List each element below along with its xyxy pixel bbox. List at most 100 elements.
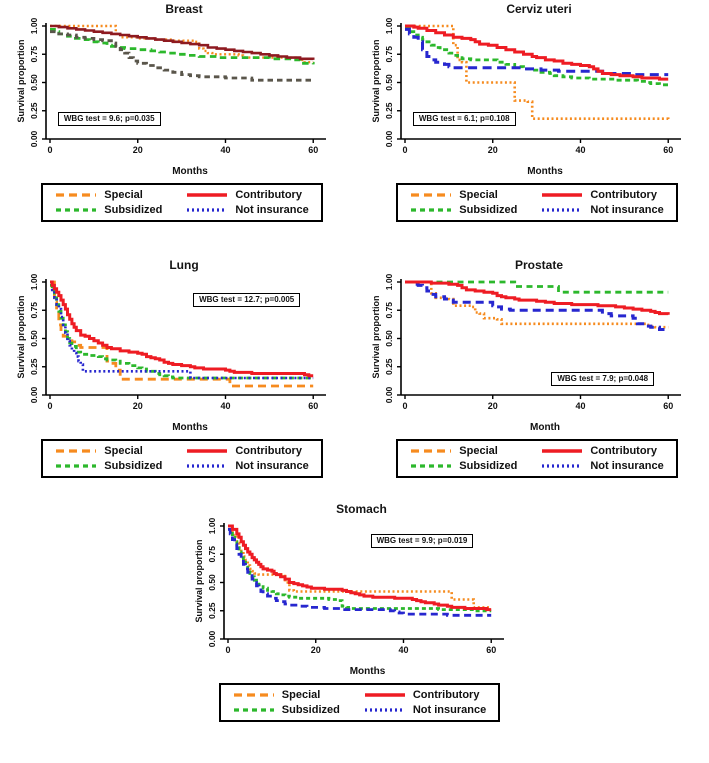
x-axis-label-breast: Months xyxy=(172,166,208,177)
panel-title-lung: Lung xyxy=(169,258,199,272)
svg-text:0.25: 0.25 xyxy=(29,358,39,375)
plot-area-cerviz-uteri: 0 20 40 60 1.00 0.75 0.50 0.25 0.00 Survival prop… xyxy=(371,17,693,167)
special-line-sample xyxy=(56,193,97,197)
svg-text:0.50: 0.50 xyxy=(384,74,394,91)
legend-label-special: Special xyxy=(459,189,498,201)
plot-area-prostate: 0 20 40 60 1.00 0.75 0.50 0.25 0.00 Survival prop… xyxy=(371,273,693,423)
subsidized-line-sample xyxy=(233,708,274,712)
svg-text:0.75: 0.75 xyxy=(29,302,39,319)
legend-label-not-insurance: Not insurance xyxy=(412,704,487,716)
svg-text:Survival proportion: Survival proportion xyxy=(16,39,26,122)
legend-item-contributory: Contributory xyxy=(186,189,308,201)
legend-label-contributory: Contributory xyxy=(590,189,657,201)
legend-item-contributory: Contributory xyxy=(541,445,663,457)
legend-item-special: Special xyxy=(410,189,517,201)
contributory-line-sample xyxy=(187,449,228,453)
panel-title-cerviz-uteri: Cerviz uteri xyxy=(506,2,572,16)
svg-text:Survival proportion: Survival proportion xyxy=(194,539,204,622)
svg-text:0.50: 0.50 xyxy=(384,330,394,347)
legend-item-special: Special xyxy=(55,445,162,457)
contributory-line-sample xyxy=(542,449,583,453)
svg-text:40: 40 xyxy=(575,401,585,411)
legend-label-subsidized: Subsidized xyxy=(104,204,163,216)
svg-text:0: 0 xyxy=(402,401,407,411)
svg-text:0: 0 xyxy=(47,401,52,411)
svg-text:0.25: 0.25 xyxy=(384,358,394,375)
legend-label-subsidized: Subsidized xyxy=(104,460,163,472)
legend-item-contributory: Contributory xyxy=(364,689,486,701)
svg-text:0.75: 0.75 xyxy=(207,546,217,563)
wbg-test-annotation-cerviz-uteri: WBG test = 6.1; p=0.108 xyxy=(412,111,516,126)
svg-text:0.25: 0.25 xyxy=(29,102,39,119)
not-insurance-line-sample xyxy=(542,208,583,212)
svg-text:60: 60 xyxy=(663,145,673,155)
special-line-sample xyxy=(233,693,274,697)
svg-text:20: 20 xyxy=(488,401,498,411)
svg-text:40: 40 xyxy=(220,145,230,155)
legend-label-subsidized: Subsidized xyxy=(459,204,518,216)
legend-item-special: Special xyxy=(55,189,162,201)
x-axis-label-prostate: Month xyxy=(530,422,560,433)
x-axis-label-cerviz-uteri: Months xyxy=(527,166,563,177)
row-middle: Lung 0 20 40 60 1.00 0.75 0.50 0.25 0.00 Survival… xyxy=(0,258,709,478)
not-insurance-line-sample xyxy=(187,464,228,468)
legend-item-not-insurance: Not insurance xyxy=(364,704,486,716)
svg-text:0.00: 0.00 xyxy=(384,386,394,403)
panel-title-stomach: Stomach xyxy=(336,502,387,516)
svg-text:40: 40 xyxy=(220,401,230,411)
panel-title-breast: Breast xyxy=(165,2,203,16)
svg-text:0.75: 0.75 xyxy=(384,302,394,319)
svg-text:0.50: 0.50 xyxy=(29,74,39,91)
legend-item-not-insurance: Not insurance xyxy=(186,460,309,472)
svg-text:1.00: 1.00 xyxy=(29,273,39,290)
x-axis-label-lung: Months xyxy=(172,422,208,433)
svg-text:0.75: 0.75 xyxy=(29,46,39,63)
legend-label-special: Special xyxy=(459,445,498,457)
panel-lung: Lung 0 20 40 60 1.00 0.75 0.50 0.25 0.00 Survival… xyxy=(0,258,354,478)
legend-item-contributory: Contributory xyxy=(541,189,663,201)
panel-title-prostate: Prostate xyxy=(514,258,564,272)
wbg-test-annotation-stomach: WBG test = 9.9; p=0.019 xyxy=(370,533,474,548)
panel-breast: Breast 0 20 40 60 1.00 0.75 0.50 0.25 0.00 Surviv… xyxy=(0,2,354,222)
legend-prostate: Special Contributory Subsidized Not insu… xyxy=(396,439,678,478)
subsidized-line-sample xyxy=(56,208,97,212)
contributory-line-sample xyxy=(364,693,405,697)
svg-text:40: 40 xyxy=(575,145,585,155)
legend-label-not-insurance: Not insurance xyxy=(235,204,309,216)
legend-item-special: Special xyxy=(410,445,517,457)
row-bottom: Stomach 0 20 40 60 1.00 0.75 0.50 0.25 0.00 Survi… xyxy=(0,502,709,722)
svg-text:60: 60 xyxy=(308,401,318,411)
legend-label-special: Special xyxy=(104,445,143,457)
svg-text:0.25: 0.25 xyxy=(384,102,394,119)
legend-stomach: Special Contributory Subsidized Not insu… xyxy=(218,683,501,722)
legend-lung: Special Contributory Subsidized Not insu… xyxy=(41,439,323,478)
row-top: Breast 0 20 40 60 1.00 0.75 0.50 0.25 0.00 Surviv… xyxy=(0,2,709,222)
legend-label-special: Special xyxy=(281,689,321,701)
plot-area-stomach: 0 20 40 60 1.00 0.75 0.50 0.25 0.00 Survival prop… xyxy=(194,517,516,667)
legend-item-not-insurance: Not insurance xyxy=(186,204,309,216)
svg-text:1.00: 1.00 xyxy=(384,273,394,290)
legend-item-subsidized: Subsidized xyxy=(55,204,162,216)
not-insurance-line-sample xyxy=(364,708,405,712)
special-line-sample xyxy=(411,449,452,453)
svg-text:20: 20 xyxy=(133,145,143,155)
svg-text:60: 60 xyxy=(308,145,318,155)
legend-label-not-insurance: Not insurance xyxy=(590,460,664,472)
legend-label-not-insurance: Not insurance xyxy=(235,460,309,472)
panel-cerviz-uteri: Cerviz uteri 0 20 40 60 1.00 0.75 0.50 0.25 0.00… xyxy=(355,2,709,222)
svg-text:60: 60 xyxy=(486,645,496,655)
contributory-line-sample xyxy=(187,193,228,197)
legend-label-contributory: Contributory xyxy=(590,445,657,457)
svg-text:0.00: 0.00 xyxy=(29,130,39,147)
svg-text:Survival proportion: Survival proportion xyxy=(371,295,381,378)
svg-text:0: 0 xyxy=(47,145,52,155)
svg-text:Survival proportion: Survival proportion xyxy=(371,39,381,122)
svg-text:0.50: 0.50 xyxy=(29,330,39,347)
svg-text:0.25: 0.25 xyxy=(207,602,217,619)
legend-label-special: Special xyxy=(104,189,143,201)
legend-item-contributory: Contributory xyxy=(186,445,308,457)
